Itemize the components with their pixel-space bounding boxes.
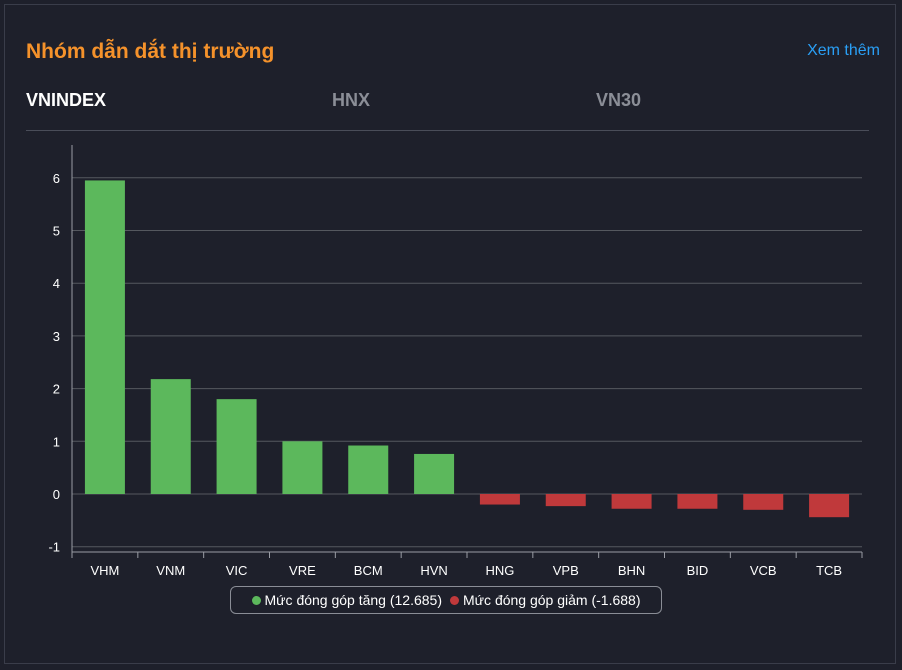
see-more-link[interactable]: Xem thêm bbox=[807, 42, 880, 59]
y-tick-label: 1 bbox=[53, 434, 60, 449]
bar-vhm bbox=[84, 180, 125, 494]
y-tick-label: 3 bbox=[53, 329, 60, 344]
x-tick-label: VRE bbox=[289, 563, 316, 578]
x-tick-label: VIC bbox=[226, 563, 248, 578]
bar-hvn bbox=[414, 453, 455, 494]
bar-hng bbox=[479, 494, 520, 505]
bar-bid bbox=[677, 494, 718, 509]
bar-vre bbox=[282, 441, 323, 494]
chart-legend: Mức đóng góp tăng (12.685) Mức đóng góp … bbox=[230, 586, 662, 614]
bar-vic bbox=[216, 399, 257, 494]
y-tick-label: 2 bbox=[53, 382, 60, 397]
legend-label-negative: Mức đóng góp giảm (-1.688) bbox=[463, 592, 641, 608]
y-tick-label: 6 bbox=[53, 171, 60, 186]
x-tick-label: VNM bbox=[156, 563, 185, 578]
y-tick-label: -1 bbox=[48, 540, 60, 555]
y-tick-label: 5 bbox=[53, 224, 60, 239]
bar-tcb bbox=[809, 494, 850, 518]
tab-vnindex[interactable]: VNINDEX bbox=[26, 90, 107, 110]
x-tick-label: VHM bbox=[90, 563, 119, 578]
legend-label-positive: Mức đóng góp tăng (12.685) bbox=[264, 592, 443, 608]
legend-item-negative[interactable]: Mức đóng góp giảm (-1.688) bbox=[450, 592, 640, 608]
y-tick-label: 0 bbox=[53, 487, 60, 502]
x-tick-label: BID bbox=[687, 563, 709, 578]
x-tick-label: VPB bbox=[553, 563, 579, 578]
x-tick-label: BCM bbox=[354, 563, 383, 578]
bar-bcm bbox=[348, 445, 389, 494]
bar-bhn bbox=[611, 494, 652, 509]
panel-title: Nhóm dẫn dắt thị trường bbox=[26, 40, 275, 63]
legend-dot-negative-icon bbox=[450, 595, 460, 605]
x-tick-label: VCB bbox=[750, 563, 777, 578]
y-tick-label: 4 bbox=[53, 276, 60, 291]
tab-divider bbox=[26, 130, 869, 131]
tab-hnx[interactable]: HNX bbox=[332, 90, 371, 110]
x-tick-label: TCB bbox=[816, 563, 842, 578]
x-tick-label: HNG bbox=[485, 563, 514, 578]
bar-vnm bbox=[150, 379, 191, 494]
legend-item-positive[interactable]: Mức đóng góp tăng (12.685) bbox=[251, 592, 443, 608]
x-tick-label: HVN bbox=[420, 563, 447, 578]
bar-vpb bbox=[545, 494, 586, 507]
market-leaders-panel bbox=[4, 4, 896, 664]
tab-vn30[interactable]: VN30 bbox=[596, 90, 642, 110]
legend-dot-positive-icon bbox=[251, 595, 261, 605]
bar-vcb bbox=[743, 494, 784, 510]
x-tick-label: BHN bbox=[618, 563, 645, 578]
